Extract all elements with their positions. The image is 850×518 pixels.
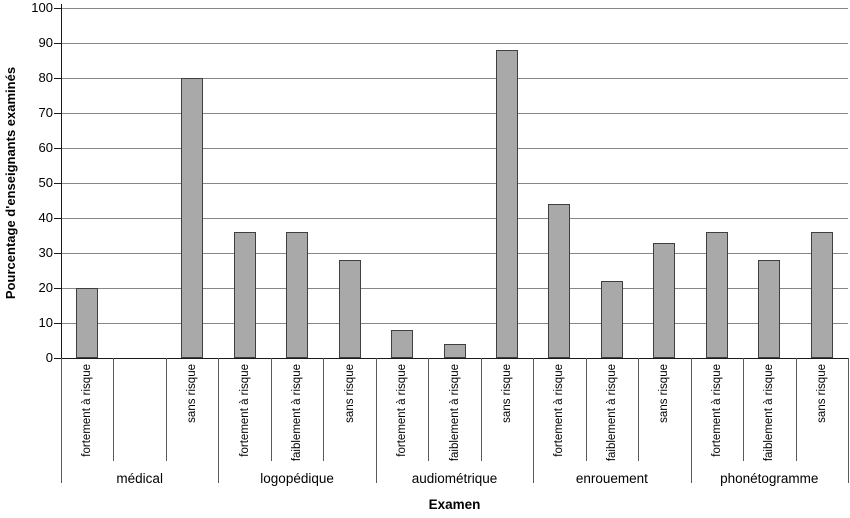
x-category-label: sans risque <box>658 364 671 423</box>
x-category-label: faiblement à risque <box>291 364 304 462</box>
category-separator <box>113 358 115 461</box>
category-separator <box>270 358 272 461</box>
gridline <box>61 78 848 79</box>
y-tick <box>54 288 61 289</box>
x-category-label: faiblement à risque <box>448 364 461 462</box>
x-category-label: faiblement à risque <box>605 364 618 462</box>
gridline <box>61 323 848 324</box>
y-tick-label: 50 <box>38 175 53 190</box>
y-tick-label: 10 <box>38 315 53 330</box>
x-group-label: audiométrique <box>411 471 498 486</box>
bar <box>548 204 571 358</box>
y-tick <box>54 148 61 149</box>
category-separator <box>638 358 640 461</box>
x-group-label: logopédique <box>260 471 334 486</box>
category-separator <box>795 358 797 461</box>
group-separator <box>218 358 220 483</box>
bar <box>758 260 781 358</box>
bar <box>443 344 466 358</box>
y-tick-label: 60 <box>38 140 53 155</box>
gridline <box>61 253 848 254</box>
y-tick <box>54 253 61 254</box>
category-separator <box>743 358 745 461</box>
y-tick <box>54 183 61 184</box>
category-separator <box>165 358 167 461</box>
group-separator <box>533 358 535 483</box>
bar <box>705 232 728 358</box>
x-axis-line <box>61 358 849 359</box>
x-category-label: sans risque <box>186 364 199 423</box>
bar <box>181 78 204 358</box>
y-tick <box>54 358 61 359</box>
bar <box>653 242 676 358</box>
bar <box>810 232 833 358</box>
y-tick-label: 20 <box>38 280 53 295</box>
y-tick <box>54 78 61 79</box>
y-tick <box>54 113 61 114</box>
y-tick <box>54 43 61 44</box>
bar <box>495 50 518 358</box>
gridline <box>61 8 848 9</box>
x-category-label: fortement à risque <box>710 364 723 457</box>
y-tick <box>54 8 61 9</box>
y-tick <box>54 218 61 219</box>
y-axis-line <box>61 4 62 359</box>
bar <box>233 232 256 358</box>
bar <box>76 288 99 358</box>
bar <box>286 232 309 358</box>
x-category-label: sans risque <box>815 364 828 423</box>
x-axis-title: Examen <box>428 497 481 512</box>
x-category-label: faiblement à risque <box>763 364 776 462</box>
gridline <box>61 218 848 219</box>
y-tick <box>54 323 61 324</box>
group-separator <box>375 358 377 483</box>
x-group-label: phonétogramme <box>720 471 819 486</box>
bar <box>338 260 361 358</box>
x-category-label: sans risque <box>343 364 356 423</box>
group-separator <box>61 358 62 483</box>
category-separator <box>480 358 482 461</box>
y-tick-label: 90 <box>38 35 53 50</box>
bar <box>391 330 414 358</box>
x-category-label: fortement à risque <box>396 364 409 457</box>
x-category-label: sans risque <box>500 364 513 423</box>
gridline <box>61 43 848 44</box>
gridline <box>61 113 848 114</box>
y-tick-label: 80 <box>38 70 53 85</box>
bar <box>600 281 623 358</box>
gridline <box>61 288 848 289</box>
group-separator <box>848 358 849 483</box>
x-category-label: fortement à risque <box>81 364 94 457</box>
x-group-label: médical <box>116 471 163 486</box>
x-category-label: fortement à risque <box>553 364 566 457</box>
category-separator <box>323 358 325 461</box>
category-separator <box>585 358 587 461</box>
y-tick-label: 30 <box>38 245 53 260</box>
y-tick-label: 100 <box>31 0 53 15</box>
group-separator <box>690 358 692 483</box>
gridline <box>61 183 848 184</box>
y-tick-label: 0 <box>45 350 53 365</box>
x-group-label: enrouement <box>575 471 648 486</box>
x-category-label: fortement à risque <box>238 364 251 457</box>
category-separator <box>428 358 430 461</box>
gridline <box>61 148 848 149</box>
y-tick-label: 70 <box>38 105 53 120</box>
y-tick-label: 40 <box>38 210 53 225</box>
